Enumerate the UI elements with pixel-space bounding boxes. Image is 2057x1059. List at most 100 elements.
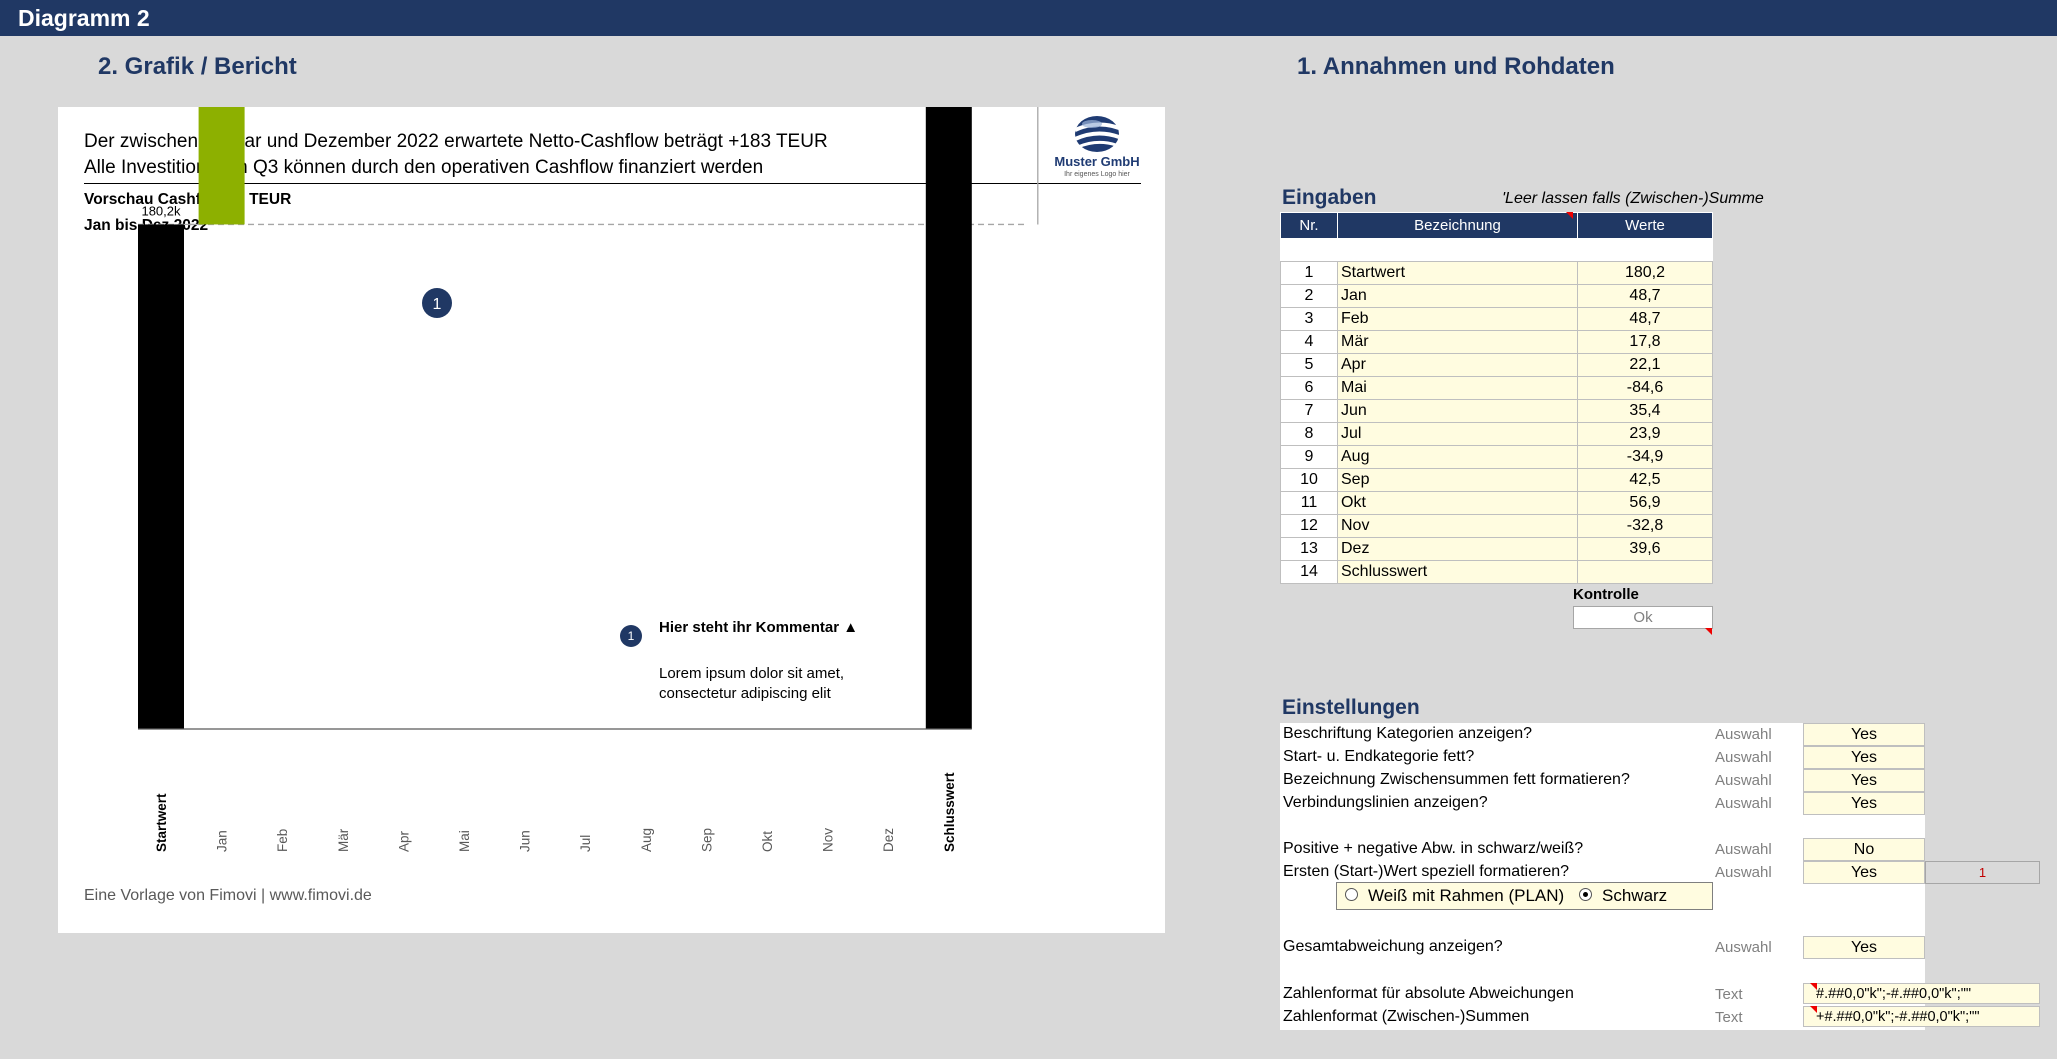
setting-value-field[interactable]: Yes <box>1803 792 1925 815</box>
row-value[interactable]: 42,5 <box>1577 468 1713 492</box>
setting-value-field[interactable]: Yes <box>1803 746 1925 769</box>
settings-row: Start- u. Endkategorie fett? Auswahl Yes <box>1280 746 2040 769</box>
table-row: 6 Mai -84,6 <box>1280 376 1713 400</box>
settings-row: Verbindungslinien anzeigen? Auswahl Yes <box>1280 792 2040 815</box>
settings-row: Zahlenformat für absolute Abweichungen Te… <box>1280 983 2040 1006</box>
column-header-nr: Nr. <box>1280 212 1338 239</box>
data-label: 180,2k <box>141 203 181 218</box>
row-label[interactable]: Sep <box>1337 468 1578 492</box>
category-label: Mai <box>457 830 472 852</box>
radio-option-label: Schwarz <box>1602 886 1668 905</box>
row-value[interactable]: 56,9 <box>1577 491 1713 515</box>
row-value[interactable]: 48,7 <box>1577 284 1713 308</box>
row-label[interactable]: Startwert <box>1337 261 1578 285</box>
column-header-werte: Werte <box>1577 212 1713 239</box>
category-label: Jul <box>578 835 593 852</box>
comment-indicator-icon <box>1810 1006 1817 1013</box>
waterfall-bar <box>925 107 972 729</box>
category-label: Jan <box>215 830 230 852</box>
row-value[interactable]: 35,4 <box>1577 399 1713 423</box>
setting-label: Start- u. Endkategorie fett? <box>1283 748 1475 765</box>
category-label: Aug <box>639 828 654 852</box>
report-headline-2: Alle Investitionen in Q3 können durch de… <box>84 157 764 178</box>
category-label: Mär <box>336 828 351 852</box>
setting-label: Positive + negative Abw. in schwarz/weiß… <box>1283 840 1584 857</box>
setting-value-field[interactable]: No <box>1803 838 1925 861</box>
settings-row: Ersten (Start-)Wert speziell formatieren… <box>1280 861 2040 884</box>
table-row: 9 Aug -34,9 <box>1280 445 1713 469</box>
chart-marker-label: 1 <box>433 296 442 313</box>
setting-value-field[interactable]: Yes <box>1803 723 1925 746</box>
row-value[interactable]: 22,1 <box>1577 353 1713 377</box>
row-value[interactable]: -32,8 <box>1577 514 1713 538</box>
row-value[interactable]: -84,6 <box>1577 376 1713 400</box>
row-number: 9 <box>1280 445 1338 469</box>
row-label[interactable]: Dez <box>1337 537 1578 561</box>
row-value[interactable]: 48,7 <box>1577 307 1713 331</box>
row-label[interactable]: Okt <box>1337 491 1578 515</box>
row-value[interactable] <box>1577 560 1713 584</box>
kontrolle-status: Ok <box>1573 606 1713 629</box>
row-label[interactable]: Jan <box>1337 284 1578 308</box>
setting-value-field[interactable]: +#.##0,0"k";-#.##0,0"k";"" <box>1803 1006 2040 1027</box>
table-row: 2 Jan 48,7 <box>1280 284 1713 308</box>
logo-company-name: Muster GmbH <box>1054 154 1140 169</box>
setting-value-field[interactable]: Yes <box>1803 769 1925 792</box>
row-label[interactable]: Schlusswert <box>1337 560 1578 584</box>
window-title-bar: Diagramm 2 <box>0 0 2057 36</box>
radio-unselected-icon <box>1345 888 1358 901</box>
row-value[interactable]: 180,2 <box>1577 261 1713 285</box>
setting-extra-value[interactable]: 1 <box>1925 861 2040 884</box>
row-number: 8 <box>1280 422 1338 446</box>
row-label[interactable]: Jun <box>1337 399 1578 423</box>
report-headline-1: Der zwischen Januar und Dezember 2022 er… <box>84 131 828 152</box>
setting-label: Verbindungslinien anzeigen? <box>1283 794 1488 811</box>
row-number: 7 <box>1280 399 1338 423</box>
setting-type: Auswahl <box>1715 841 1772 858</box>
setting-type: Auswahl <box>1715 864 1772 881</box>
setting-type: Auswahl <box>1715 726 1772 743</box>
settings-row: Bezeichnung Zwischensummen fett formatie… <box>1280 769 2040 792</box>
report-card: Der zwischen Januar und Dezember 2022 er… <box>58 107 1165 933</box>
company-logo: Muster GmbH Ihr eigenes Logo hier <box>1042 112 1152 182</box>
category-label: Dez <box>881 828 896 852</box>
row-label[interactable]: Nov <box>1337 514 1578 538</box>
row-number: 10 <box>1280 468 1338 492</box>
comment-number-badge: 1 <box>620 625 642 647</box>
table-row: 7 Jun 35,4 <box>1280 399 1713 423</box>
table-row: 4 Mär 17,8 <box>1280 330 1713 354</box>
row-label[interactable]: Jul <box>1337 422 1578 446</box>
setting-label: Zahlenformat für absolute Abweichungen <box>1283 985 1574 1002</box>
waterfall-chart: 180,2kStartwert48,7kJan48,7kFeb17,8kMär2… <box>138 107 1039 852</box>
setting-value-field[interactable]: Yes <box>1803 936 1925 959</box>
input-table: Nr. Bezeichnung Werte 1 Startwert 180,2 2 Ja… <box>1280 212 1713 584</box>
setting-label: Zahlenformat (Zwischen-)Summen <box>1283 1008 1530 1025</box>
comment-title: Hier steht ihr Kommentar ▲ <box>659 619 859 636</box>
table-row: 3 Feb 48,7 <box>1280 307 1713 331</box>
setting-value-field[interactable]: #.##0,0"k";-#.##0,0"k";"" <box>1803 983 2040 1004</box>
globe-logo-icon <box>1074 116 1120 152</box>
setting-value-field[interactable]: Yes <box>1803 861 1925 884</box>
radio-option-label: Weiß mit Rahmen (PLAN) <box>1368 886 1565 905</box>
table-row: 11 Okt 56,9 <box>1280 491 1713 515</box>
row-value[interactable]: 23,9 <box>1577 422 1713 446</box>
row-value[interactable]: 39,6 <box>1577 537 1713 561</box>
row-label[interactable]: Apr <box>1337 353 1578 377</box>
row-label[interactable]: Mär <box>1337 330 1578 354</box>
setting-type: Text <box>1715 986 1743 1003</box>
row-label[interactable]: Feb <box>1337 307 1578 331</box>
table-row: 14 Schlusswert <box>1280 560 1713 584</box>
radio-option-white[interactable]: Weiß mit Rahmen (PLAN) <box>1345 886 1564 906</box>
category-label: Startwert <box>154 793 169 852</box>
row-label[interactable]: Aug <box>1337 445 1578 469</box>
table-row: 8 Jul 23,9 <box>1280 422 1713 446</box>
settings-heading: Einstellungen <box>1282 696 1420 719</box>
radio-option-black[interactable]: Schwarz <box>1579 886 1667 906</box>
table-row: 13 Dez 39,6 <box>1280 537 1713 561</box>
category-label: Sep <box>699 828 714 852</box>
waterfall-bar <box>198 107 245 225</box>
row-value[interactable]: -34,9 <box>1577 445 1713 469</box>
comment-body: Lorem ipsum dolor sit amet, consectetur … <box>659 665 845 702</box>
row-value[interactable]: 17,8 <box>1577 330 1713 354</box>
row-label[interactable]: Mai <box>1337 376 1578 400</box>
